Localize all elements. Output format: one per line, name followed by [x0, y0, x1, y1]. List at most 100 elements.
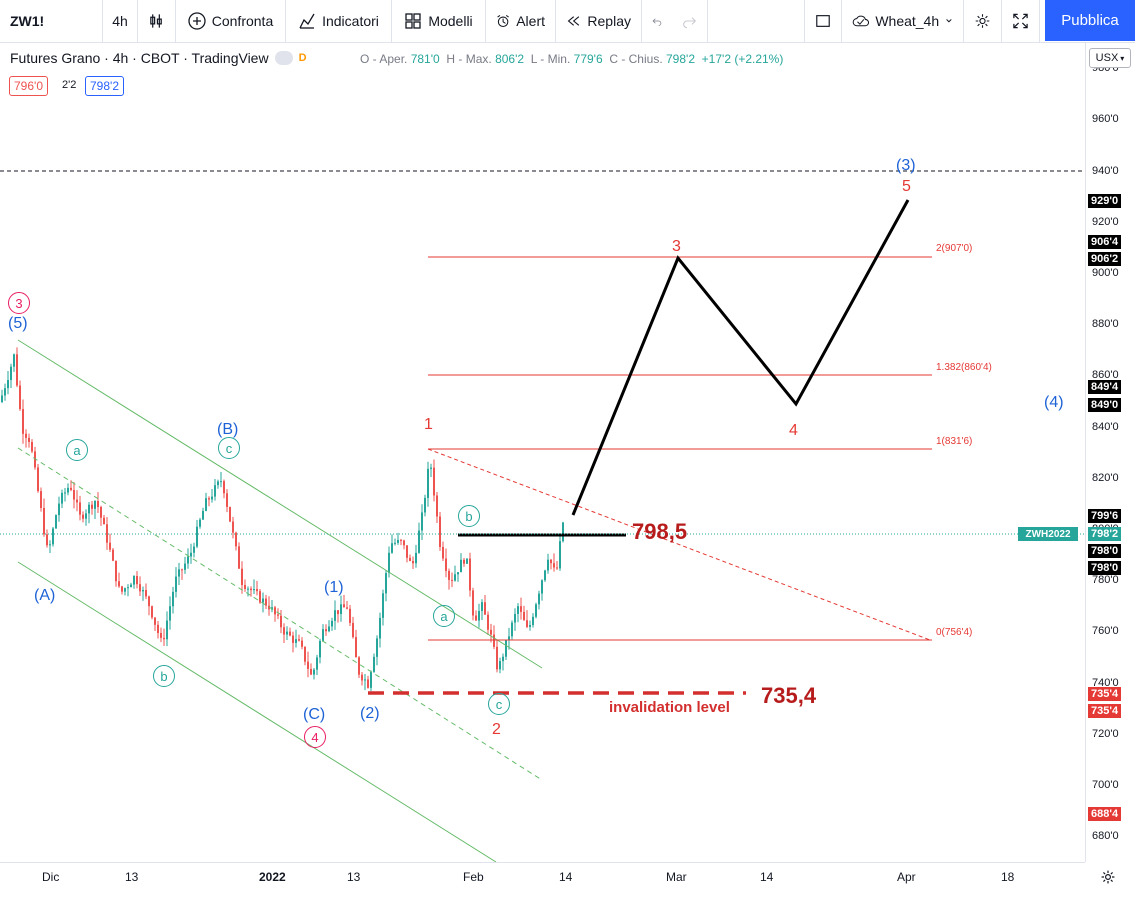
candle-body: [304, 646, 306, 662]
symbol-search-button[interactable]: ZW1!: [0, 0, 103, 42]
candle-body: [217, 481, 219, 486]
axis-settings-button[interactable]: [1098, 867, 1118, 887]
candle-body: [130, 584, 132, 588]
candle-body: [310, 668, 312, 675]
candle-body: [205, 498, 207, 511]
candle-body: [361, 674, 363, 681]
currency-select[interactable]: USX ▾: [1089, 48, 1131, 68]
candle-body: [103, 517, 105, 525]
candle-body: [352, 622, 354, 638]
candle-body: [1, 395, 3, 402]
candle-body: [484, 602, 486, 615]
candle-body: [418, 530, 420, 553]
settings-button[interactable]: [964, 0, 1002, 42]
compare-button[interactable]: Confronta: [176, 0, 286, 42]
candle-body: [370, 671, 372, 688]
gear-icon: [1101, 870, 1115, 884]
candle-body: [109, 542, 111, 550]
symbol-label: ZW1!: [10, 13, 45, 29]
chart-type-button[interactable]: [138, 0, 176, 42]
symbol-title: Futures Grano · 4h · CBOT · TradingView: [10, 50, 269, 66]
candle-body: [40, 491, 42, 509]
time-tick-label: Dic: [42, 870, 60, 884]
time-axis[interactable]: Dic 13 2022 13 Feb 14 Mar 14 Apr 18: [0, 862, 1085, 898]
time-tick-label: 14: [760, 870, 774, 884]
candle-body: [373, 656, 375, 672]
candle-body: [148, 596, 150, 607]
candle-body: [112, 549, 114, 561]
publish-button[interactable]: Pubblica: [1045, 0, 1135, 41]
chevron-down-icon: ▾: [1120, 53, 1125, 63]
channel-middle-line: [17, 447, 543, 781]
candle-body: [325, 629, 327, 632]
candle-body: [433, 467, 435, 496]
interval-button[interactable]: 4h: [103, 0, 138, 42]
price-tick-label: 860'0: [1092, 369, 1119, 382]
candle-body: [127, 587, 129, 589]
redo-button[interactable]: [672, 0, 708, 42]
candle-body: [511, 622, 513, 637]
candle-body: [553, 563, 555, 568]
price-tag: 799'6: [1088, 509, 1122, 523]
alarm-clock-icon: [497, 15, 509, 28]
candle-body: [232, 521, 234, 533]
candle-body: [472, 590, 474, 616]
layout-button[interactable]: Wheat_4h: [842, 0, 964, 42]
price-tick-label: 960'0: [1092, 113, 1119, 126]
indicators-button[interactable]: Indicatori: [286, 0, 392, 42]
candle-body: [223, 481, 225, 494]
candle-body: [313, 669, 315, 675]
candle-body: [67, 487, 69, 493]
candle-body: [427, 468, 429, 498]
candle-body: [76, 499, 78, 503]
candle-body: [394, 542, 396, 544]
projection-path: [571, 199, 910, 516]
candle-body: [451, 579, 453, 581]
candle-body: [535, 604, 537, 617]
candle-body: [502, 656, 504, 662]
candle-body: [199, 519, 201, 527]
layout-name-label: Wheat_4h: [875, 13, 940, 29]
fullscreen-select-button[interactable]: [804, 0, 842, 42]
price-tag: 798'0: [1088, 544, 1122, 558]
candlestick-series: [1, 347, 564, 692]
grid-icon: [405, 13, 421, 29]
candle-body: [88, 504, 90, 514]
price-tick-label: 760'0: [1092, 625, 1119, 638]
indicators-icon: [299, 13, 315, 29]
price-axis[interactable]: 980'0 960'0 940'0 920'0 900'0 880'0 860'0 840'0…: [1085, 42, 1135, 862]
bid-price-button[interactable]: 796'0: [9, 76, 48, 96]
templates-button[interactable]: Modelli: [392, 0, 486, 42]
alert-button[interactable]: Alert: [486, 0, 556, 42]
candle-body: [301, 640, 303, 647]
high-label: H - Max.: [446, 52, 492, 66]
candle-body: [244, 585, 246, 589]
candle-body: [256, 589, 258, 592]
toolbar-spacer: [708, 0, 804, 42]
candle-body: [490, 629, 492, 635]
candle-body: [202, 510, 204, 520]
candle-body: [415, 552, 417, 564]
candle-body: [469, 558, 471, 591]
ask-price-button[interactable]: 798'2: [85, 76, 124, 96]
price-tick-label: 840'0: [1092, 420, 1119, 433]
candle-body: [475, 615, 477, 621]
price-chart[interactable]: [0, 42, 1085, 862]
candle-body: [397, 539, 399, 543]
undo-button[interactable]: [642, 0, 672, 42]
replay-label: Replay: [587, 13, 631, 29]
fullscreen-button[interactable]: [1002, 0, 1040, 42]
candle-body: [265, 598, 267, 606]
candle-body: [316, 657, 318, 670]
candle-body: [91, 504, 93, 509]
candle-body: [73, 489, 75, 500]
candle-body: [496, 646, 498, 670]
symbol-price-tag: ZWH2022: [1018, 527, 1078, 541]
candle-body: [508, 636, 510, 640]
ohlc-values: O - Aper. 781'0 H - Max. 806'2 L - Min. …: [360, 52, 783, 66]
candle-body: [364, 679, 366, 681]
candle-body: [358, 657, 360, 675]
candle-body: [319, 640, 321, 658]
replay-button[interactable]: Replay: [556, 0, 642, 42]
candle-body: [106, 524, 108, 543]
